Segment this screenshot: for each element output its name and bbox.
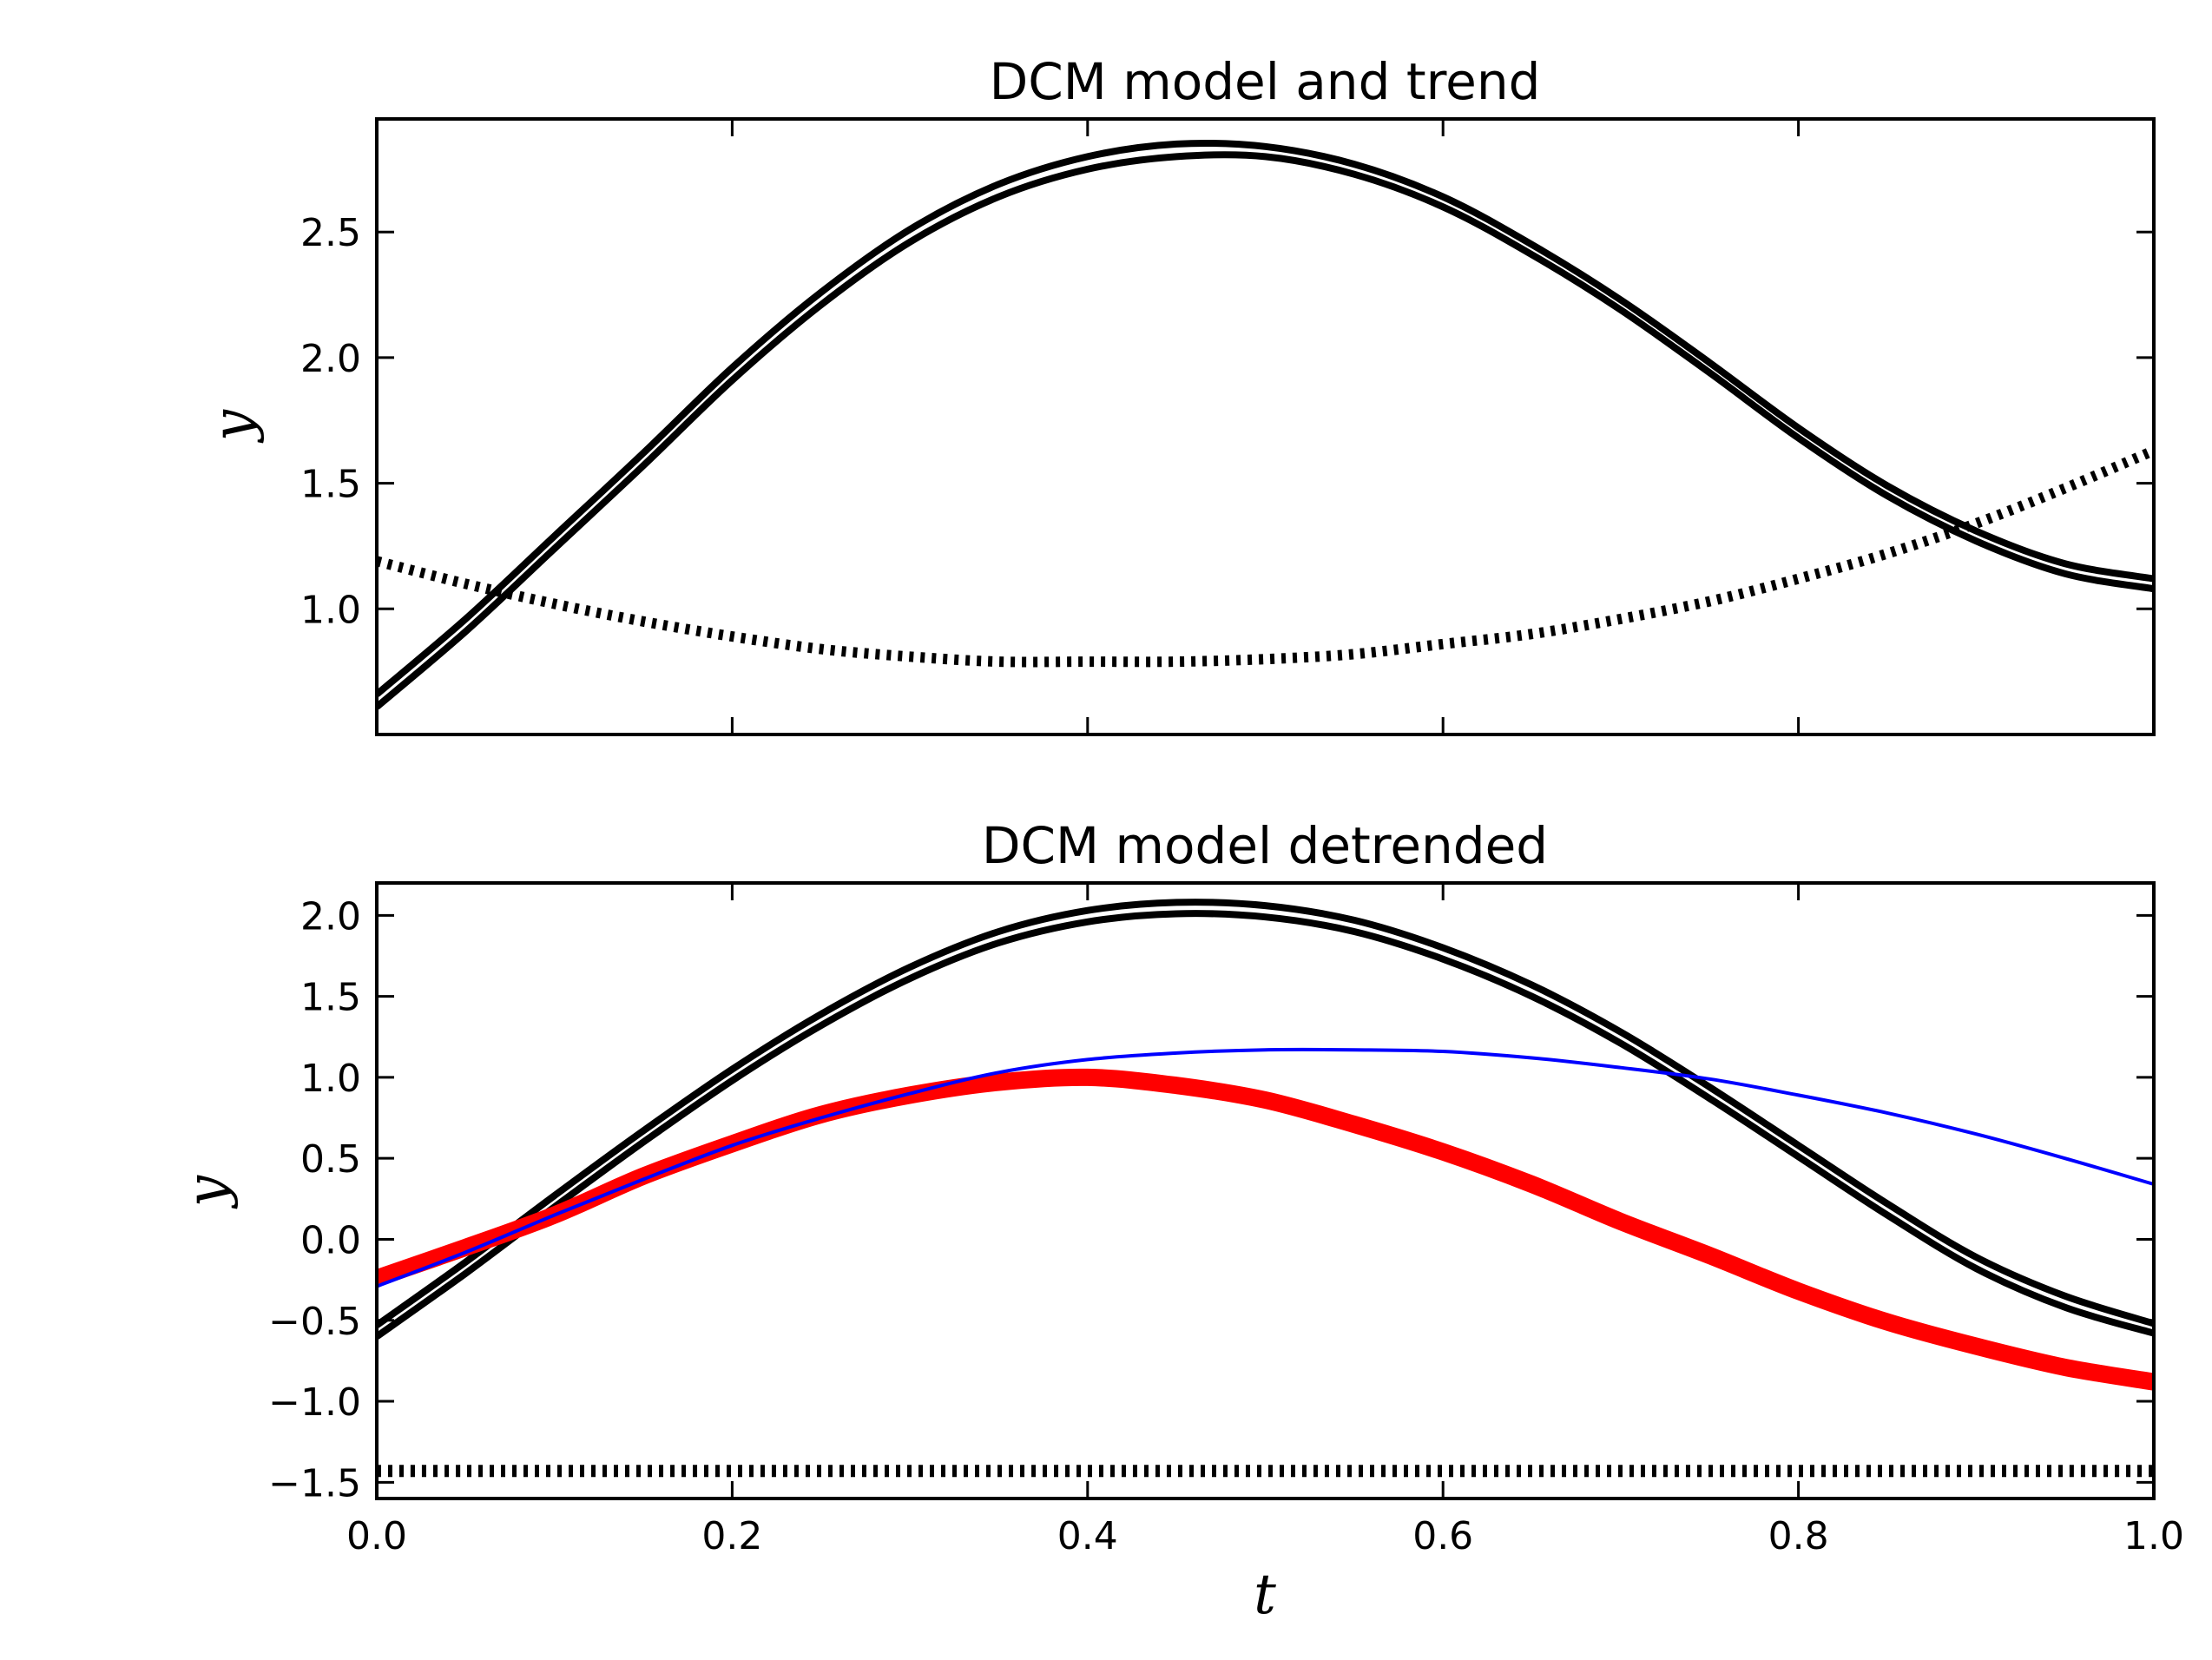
top-plot-frame [375, 117, 2156, 736]
bottom-y-axis-label: y [175, 1175, 240, 1209]
bottom-y-tick-label: −1.0 [268, 1380, 361, 1425]
bottom-series-line-3 [377, 1068, 2154, 1391]
top-y-tick-label: 2.0 [300, 337, 361, 381]
top-series-group [377, 139, 2154, 710]
top-subplot: DCM model and trend 1.0 1.5 2.0 2.5 y [201, 52, 2156, 736]
bottom-x-tick-label: 0.4 [1057, 1514, 1118, 1558]
top-y-tick-label: 1.5 [300, 463, 361, 507]
bottom-y-tick-label: 1.5 [300, 976, 361, 1020]
top-series-line-2 [377, 151, 2154, 710]
top-y-ticks: 1.0 1.5 2.0 2.5 [300, 211, 2154, 632]
bottom-x-tick-label: 0.0 [346, 1514, 407, 1558]
bottom-x-tick-label: 0.8 [1768, 1514, 1829, 1558]
top-y-tick-label: 2.5 [300, 211, 361, 255]
top-series-line-1 [377, 139, 2154, 697]
bottom-x-tick-label: 1.0 [2123, 1514, 2184, 1558]
bottom-x-axis-label: t [1254, 1563, 1276, 1627]
bottom-subplot: DCM model detrended −1.5 −1.0 −0.5 0.0 0.5 1.… [175, 816, 2184, 1627]
top-y-tick-label: 1.0 [300, 588, 361, 632]
bottom-series-line-4 [377, 1047, 2154, 1288]
bottom-y-tick-label: 0.5 [300, 1137, 361, 1182]
bottom-x-ticks: 0.0 0.2 0.4 0.6 0.8 1.0 [346, 883, 2184, 1558]
bottom-y-tick-label: 1.0 [300, 1057, 361, 1101]
bottom-x-tick-label: 0.2 [701, 1514, 762, 1558]
bottom-y-ticks: −1.5 −1.0 −0.5 0.0 0.5 1.0 1.5 2.0 [268, 894, 2154, 1505]
bottom-plot-frame [375, 881, 2156, 1500]
bottom-chart-title: DCM model detrended [982, 816, 1548, 875]
bottom-y-tick-label: 2.0 [300, 894, 361, 939]
bottom-y-tick-label: −1.5 [268, 1461, 361, 1505]
bottom-y-tick-label: −0.5 [268, 1300, 361, 1344]
bottom-y-tick-label: 0.0 [300, 1218, 361, 1262]
bottom-x-tick-label: 0.6 [1412, 1514, 1473, 1558]
top-y-axis-label: y [201, 409, 266, 444]
bottom-series-group [377, 899, 2154, 1478]
bottom-series-line-2 [377, 910, 2154, 1340]
top-chart-title: DCM model and trend [990, 52, 1541, 111]
top-series-line-3 [377, 445, 2154, 668]
bottom-series-line-1 [377, 899, 2154, 1328]
